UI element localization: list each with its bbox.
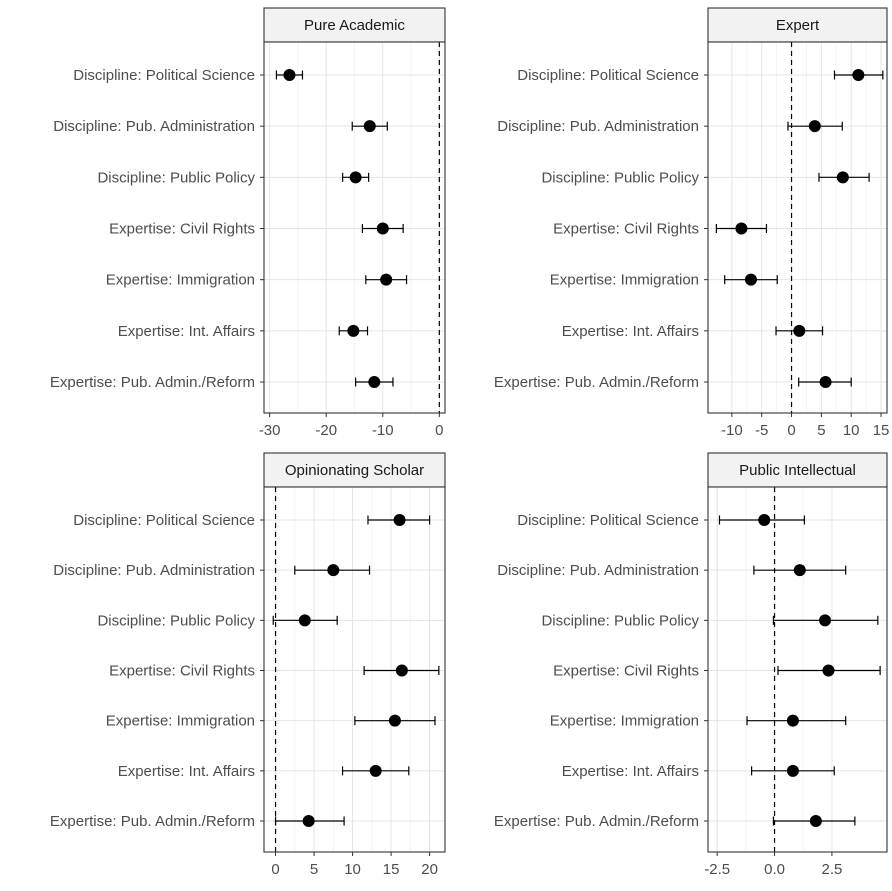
point-estimate [368,376,381,388]
y-tick-label: Expertise: Int. Affairs [562,763,699,780]
point-estimate [376,222,389,235]
y-tick-label: Expertise: Pub. Admin./Reform [50,813,255,830]
x-tick-label: 2.5 [821,861,842,878]
point-estimate [735,222,748,235]
point-estimate [809,815,822,827]
point-estimate [744,273,757,286]
point-estimate [327,564,340,577]
point-estimate [793,324,806,337]
y-tick-label: Expertise: Int. Affairs [118,323,255,340]
y-tick-label: Expertise: Civil Rights [553,221,699,238]
point-estimate [369,764,382,777]
panel-background [708,42,887,413]
x-tick-label: 10 [344,861,361,878]
point-estimate [819,614,832,627]
panel-background [264,487,445,852]
y-tick-label: Discipline: Pub. Administration [497,118,699,135]
panel-border [263,486,446,853]
point-estimate [393,514,406,526]
y-tick-label: Discipline: Public Policy [97,612,255,629]
y-tick-label: Discipline: Political Science [517,67,699,84]
y-tick-label: Expertise: Immigration [550,713,699,730]
x-tick-label: 0 [271,861,279,878]
x-tick-label: 0.0 [764,861,785,878]
point-estimate [302,815,315,827]
x-tick-label: -30 [259,422,281,439]
point-estimate [380,273,393,286]
point-estimate [298,614,311,627]
x-tick-label: -20 [315,422,337,439]
y-tick-label: Discipline: Public Policy [97,169,255,186]
point-estimate [786,764,799,777]
point-estimate [283,69,296,81]
facet-title: Public Intellectual [739,462,856,479]
y-tick-label: Expertise: Immigration [106,713,255,730]
x-tick-label: 15 [873,422,890,439]
facet-panel-4: Public Intellectual Discipline: Political… [494,452,888,878]
y-tick-label: Expertise: Pub. Admin./Reform [50,374,255,391]
x-tick-label: -10 [372,422,394,439]
x-tick-label: 10 [843,422,860,439]
facet-strip [263,7,446,43]
facet-panel-3: Opinionating Scholar Discipline: Politica… [50,452,446,878]
facet-title: Pure Academic [304,17,405,34]
y-tick-label: Discipline: Public Policy [541,169,699,186]
x-tick-label: 5 [817,422,825,439]
point-estimate [852,69,865,81]
y-tick-label: Discipline: Political Science [73,67,255,84]
y-tick-label: Expertise: Civil Rights [109,221,255,238]
x-tick-label: 0 [787,422,795,439]
panel-border [707,486,888,853]
facet-panel-1: Pure Academic Discipline: Political Scien… [50,7,446,439]
x-tick-label: 0 [435,422,443,439]
point-estimate [836,171,849,184]
panel-background [708,487,887,852]
x-tick-label: 20 [421,861,438,878]
point-estimate [349,171,362,184]
y-tick-label: Expertise: Int. Affairs [118,763,255,780]
panel-border [263,41,446,414]
y-tick-label: Expertise: Immigration [550,272,699,289]
y-tick-label: Discipline: Pub. Administration [53,118,255,135]
y-tick-label: Discipline: Public Policy [541,612,699,629]
y-tick-label: Expertise: Civil Rights [109,663,255,680]
x-tick-label: -5 [755,422,768,439]
point-estimate [793,564,806,577]
y-tick-label: Expertise: Pub. Admin./Reform [494,374,699,391]
y-tick-label: Expertise: Immigration [106,272,255,289]
y-tick-label: Discipline: Pub. Administration [497,562,699,579]
y-tick-label: Expertise: Int. Affairs [562,323,699,340]
x-tick-label: -2.5 [704,861,730,878]
x-tick-label: -10 [721,422,743,439]
point-estimate [388,714,401,727]
y-tick-label: Discipline: Political Science [73,512,255,529]
point-estimate [808,120,821,133]
facet-strip [707,7,888,43]
facet-strip [263,452,446,488]
facet-strip [707,452,888,488]
point-estimate [819,376,832,388]
y-tick-label: Expertise: Pub. Admin./Reform [494,813,699,830]
point-estimate [786,714,799,727]
x-tick-label: 15 [383,861,400,878]
point-estimate [347,324,360,337]
point-estimate [363,120,376,133]
facet-panel-2: Expert Discipline: Political Science Disci… [494,7,890,439]
point-estimate [395,664,408,677]
facet-title: Expert [776,17,820,34]
x-tick-label: 5 [310,861,318,878]
facet-title: Opinionating Scholar [285,462,424,479]
y-tick-label: Discipline: Pub. Administration [53,562,255,579]
point-estimate [822,664,835,677]
panel-border [707,41,888,414]
point-estimate [758,514,771,526]
y-tick-label: Discipline: Political Science [517,512,699,529]
y-tick-label: Expertise: Civil Rights [553,663,699,680]
